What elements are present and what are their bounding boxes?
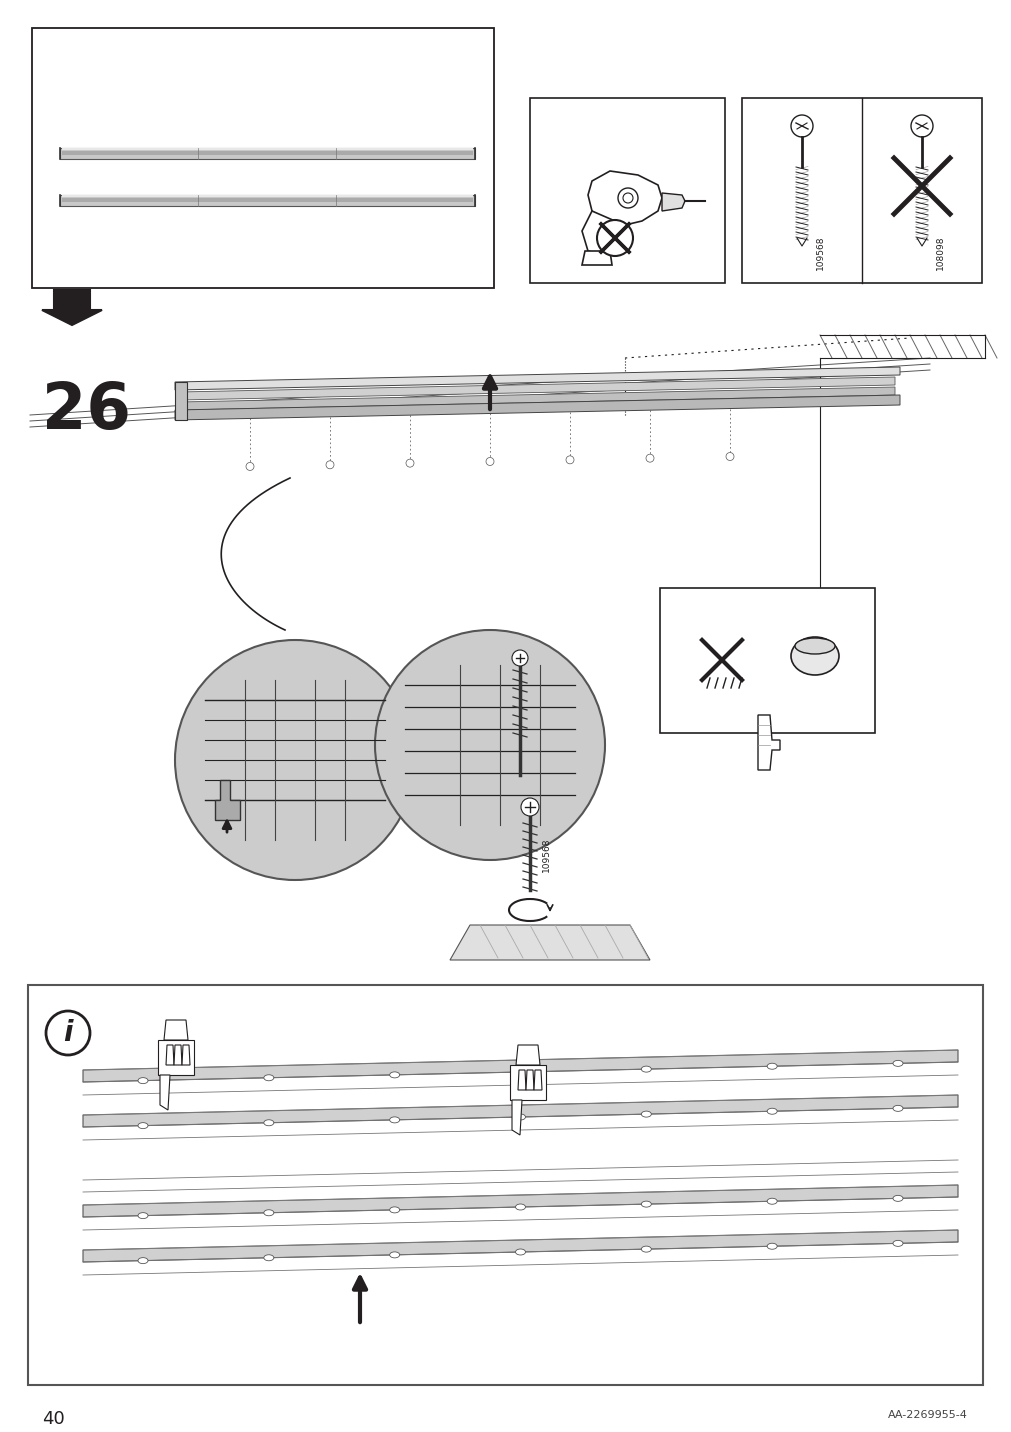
Bar — [530, 97, 724, 284]
Polygon shape — [166, 1045, 174, 1065]
Polygon shape — [526, 1070, 534, 1090]
Polygon shape — [164, 1020, 188, 1040]
Ellipse shape — [264, 1254, 274, 1260]
Ellipse shape — [641, 1065, 651, 1073]
Ellipse shape — [892, 1240, 902, 1246]
Polygon shape — [587, 170, 661, 225]
Ellipse shape — [264, 1075, 274, 1081]
Ellipse shape — [137, 1078, 148, 1084]
Polygon shape — [581, 211, 618, 255]
Ellipse shape — [766, 1199, 776, 1204]
Bar — [659, 589, 875, 733]
Ellipse shape — [264, 1210, 274, 1216]
Text: AA-2269955-4: AA-2269955-4 — [888, 1411, 968, 1421]
Circle shape — [246, 463, 254, 471]
Polygon shape — [83, 1186, 957, 1217]
Ellipse shape — [137, 1257, 148, 1263]
Ellipse shape — [389, 1252, 399, 1257]
Polygon shape — [42, 291, 102, 325]
Circle shape — [175, 640, 415, 881]
Circle shape — [485, 457, 493, 465]
Text: i: i — [63, 1020, 73, 1047]
Bar — [62, 198, 472, 202]
Ellipse shape — [515, 1249, 525, 1254]
Circle shape — [565, 455, 573, 464]
Bar — [32, 29, 493, 288]
Ellipse shape — [389, 1073, 399, 1078]
Circle shape — [375, 630, 605, 861]
Ellipse shape — [515, 1114, 525, 1120]
Circle shape — [725, 453, 733, 461]
Polygon shape — [510, 1065, 546, 1100]
Ellipse shape — [389, 1207, 399, 1213]
Ellipse shape — [892, 1060, 902, 1067]
Text: 26: 26 — [42, 379, 130, 442]
Polygon shape — [661, 193, 684, 211]
Ellipse shape — [892, 1106, 902, 1111]
Polygon shape — [214, 780, 240, 821]
Polygon shape — [182, 1045, 190, 1065]
Circle shape — [521, 798, 539, 816]
Bar — [62, 147, 472, 150]
Ellipse shape — [137, 1123, 148, 1128]
Bar — [741, 97, 981, 284]
Circle shape — [405, 460, 413, 467]
Text: 40: 40 — [42, 1411, 65, 1428]
Ellipse shape — [641, 1246, 651, 1252]
Polygon shape — [581, 251, 612, 265]
Polygon shape — [83, 1230, 957, 1262]
Polygon shape — [512, 1100, 522, 1136]
Text: 109568: 109568 — [815, 236, 824, 271]
Bar — [60, 195, 474, 206]
Polygon shape — [175, 395, 899, 420]
Bar — [62, 195, 472, 198]
Ellipse shape — [892, 1196, 902, 1201]
Ellipse shape — [264, 1120, 274, 1126]
Ellipse shape — [641, 1111, 651, 1117]
Circle shape — [791, 115, 812, 137]
Circle shape — [326, 461, 334, 468]
Polygon shape — [175, 382, 187, 420]
Ellipse shape — [137, 1213, 148, 1219]
Bar — [62, 150, 472, 155]
Ellipse shape — [641, 1201, 651, 1207]
Polygon shape — [757, 715, 779, 770]
Polygon shape — [534, 1070, 542, 1090]
Ellipse shape — [515, 1070, 525, 1075]
Circle shape — [45, 1011, 90, 1055]
Polygon shape — [83, 1095, 957, 1127]
Polygon shape — [160, 1075, 170, 1110]
Bar — [28, 985, 982, 1385]
Ellipse shape — [795, 639, 834, 654]
Text: 108098: 108098 — [935, 236, 944, 271]
Polygon shape — [158, 1040, 194, 1075]
Ellipse shape — [515, 1204, 525, 1210]
Ellipse shape — [766, 1243, 776, 1249]
Polygon shape — [83, 1050, 957, 1083]
Circle shape — [618, 188, 637, 208]
Polygon shape — [516, 1045, 540, 1065]
Polygon shape — [450, 925, 649, 959]
Circle shape — [645, 454, 653, 463]
Circle shape — [596, 221, 632, 256]
Circle shape — [512, 650, 528, 666]
Ellipse shape — [766, 1063, 776, 1070]
Polygon shape — [180, 387, 894, 410]
Polygon shape — [180, 377, 894, 400]
Polygon shape — [174, 1045, 182, 1065]
Ellipse shape — [766, 1108, 776, 1114]
Polygon shape — [175, 367, 899, 390]
Polygon shape — [518, 1070, 526, 1090]
Circle shape — [623, 193, 632, 203]
Circle shape — [910, 115, 932, 137]
Ellipse shape — [389, 1117, 399, 1123]
Bar — [60, 147, 474, 159]
Ellipse shape — [791, 637, 838, 674]
Text: 109568: 109568 — [542, 838, 550, 872]
